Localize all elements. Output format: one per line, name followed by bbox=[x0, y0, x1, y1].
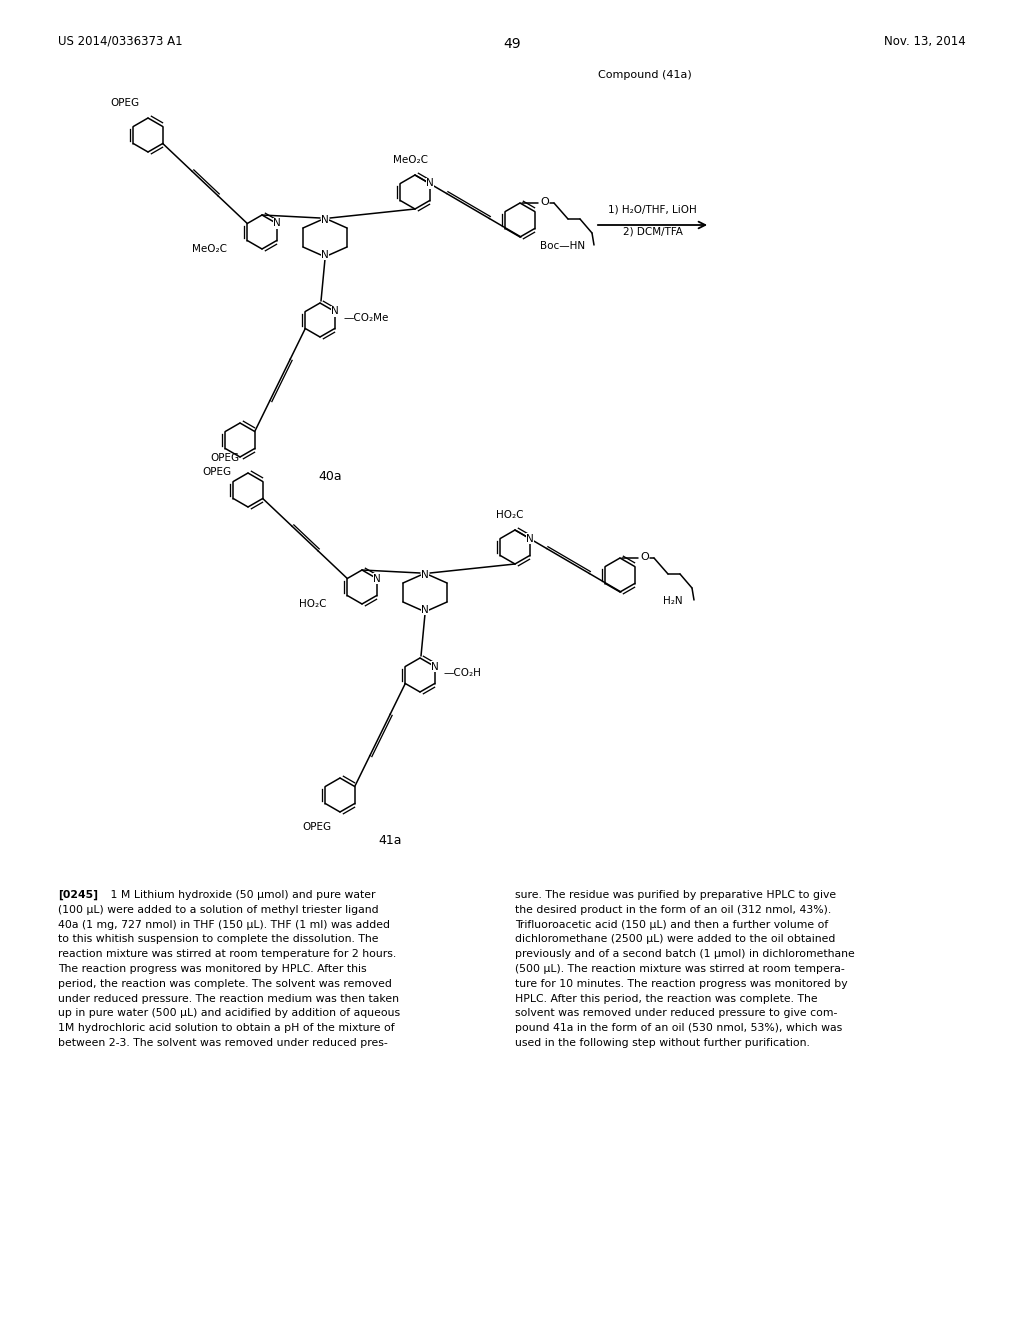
Text: N: N bbox=[421, 570, 429, 579]
Text: 41a: 41a bbox=[378, 834, 401, 847]
Text: O: O bbox=[540, 197, 549, 207]
Text: H₂N: H₂N bbox=[664, 597, 683, 606]
Text: N: N bbox=[426, 178, 433, 189]
Text: reaction mixture was stirred at room temperature for 2 hours.: reaction mixture was stirred at room tem… bbox=[58, 949, 396, 960]
Text: Trifluoroacetic acid (150 μL) and then a further volume of: Trifluoroacetic acid (150 μL) and then a… bbox=[515, 920, 828, 929]
Text: solvent was removed under reduced pressure to give com-: solvent was removed under reduced pressu… bbox=[515, 1008, 838, 1019]
Text: N: N bbox=[331, 306, 339, 317]
Text: sure. The residue was purified by preparative HPLC to give: sure. The residue was purified by prepar… bbox=[515, 890, 837, 900]
Text: 49: 49 bbox=[503, 37, 521, 51]
Text: 2) DCM/TFA: 2) DCM/TFA bbox=[623, 227, 682, 238]
Text: OPEG: OPEG bbox=[110, 98, 139, 108]
Text: The reaction progress was monitored by HPLC. After this: The reaction progress was monitored by H… bbox=[58, 964, 367, 974]
Text: N: N bbox=[421, 605, 429, 615]
Text: HO₂C: HO₂C bbox=[299, 599, 327, 609]
Text: US 2014/0336373 A1: US 2014/0336373 A1 bbox=[58, 36, 182, 48]
Text: pound 41a in the form of an oil (530 nmol, 53%), which was: pound 41a in the form of an oil (530 nmo… bbox=[515, 1023, 843, 1034]
Text: N: N bbox=[272, 219, 281, 228]
Text: ture for 10 minutes. The reaction progress was monitored by: ture for 10 minutes. The reaction progre… bbox=[515, 979, 848, 989]
Text: dichloromethane (2500 μL) were added to the oil obtained: dichloromethane (2500 μL) were added to … bbox=[515, 935, 836, 944]
Text: [0245]: [0245] bbox=[58, 890, 98, 900]
Text: OPEG: OPEG bbox=[210, 453, 240, 463]
Text: period, the reaction was complete. The solvent was removed: period, the reaction was complete. The s… bbox=[58, 979, 392, 989]
Text: 1 M Lithium hydroxide (50 μmol) and pure water: 1 M Lithium hydroxide (50 μmol) and pure… bbox=[100, 890, 376, 900]
Text: —CO₂Me: —CO₂Me bbox=[343, 313, 388, 323]
Text: 1M hydrochloric acid solution to obtain a pH of the mixture of: 1M hydrochloric acid solution to obtain … bbox=[58, 1023, 394, 1034]
Text: HO₂C: HO₂C bbox=[497, 510, 523, 520]
Text: under reduced pressure. The reaction medium was then taken: under reduced pressure. The reaction med… bbox=[58, 994, 399, 1003]
Text: Boc—HN: Boc—HN bbox=[541, 242, 586, 251]
Text: between 2-3. The solvent was removed under reduced pres-: between 2-3. The solvent was removed und… bbox=[58, 1038, 388, 1048]
Text: Compound (41a): Compound (41a) bbox=[598, 70, 692, 81]
Text: 40a (1 mg, 727 nmol) in THF (150 μL). THF (1 ml) was added: 40a (1 mg, 727 nmol) in THF (150 μL). TH… bbox=[58, 920, 390, 929]
Text: MeO₂C: MeO₂C bbox=[193, 244, 227, 253]
Text: (500 μL). The reaction mixture was stirred at room tempera-: (500 μL). The reaction mixture was stirr… bbox=[515, 964, 845, 974]
Text: previously and of a second batch (1 μmol) in dichloromethane: previously and of a second batch (1 μmol… bbox=[515, 949, 855, 960]
Text: 1) H₂O/THF, LiOH: 1) H₂O/THF, LiOH bbox=[608, 205, 697, 215]
Text: N: N bbox=[322, 215, 329, 224]
Text: —CO₂H: —CO₂H bbox=[443, 668, 481, 678]
Text: up in pure water (500 μL) and acidified by addition of aqueous: up in pure water (500 μL) and acidified … bbox=[58, 1008, 400, 1019]
Text: OPEG: OPEG bbox=[302, 822, 331, 832]
Text: N: N bbox=[431, 661, 438, 672]
Text: HPLC. After this period, the reaction was complete. The: HPLC. After this period, the reaction wa… bbox=[515, 994, 817, 1003]
Text: used in the following step without further purification.: used in the following step without furth… bbox=[515, 1038, 810, 1048]
Text: the desired product in the form of an oil (312 nmol, 43%).: the desired product in the form of an oi… bbox=[515, 904, 831, 915]
Text: MeO₂C: MeO₂C bbox=[392, 154, 427, 165]
Text: 40a: 40a bbox=[318, 470, 342, 483]
Text: N: N bbox=[322, 249, 329, 260]
Text: N: N bbox=[373, 573, 381, 583]
Text: OPEG: OPEG bbox=[202, 467, 231, 477]
Text: N: N bbox=[526, 533, 534, 544]
Text: (100 μL) were added to a solution of methyl triester ligand: (100 μL) were added to a solution of met… bbox=[58, 904, 379, 915]
Text: O: O bbox=[640, 552, 649, 562]
Text: Nov. 13, 2014: Nov. 13, 2014 bbox=[885, 36, 966, 48]
Text: to this whitish suspension to complete the dissolution. The: to this whitish suspension to complete t… bbox=[58, 935, 379, 944]
